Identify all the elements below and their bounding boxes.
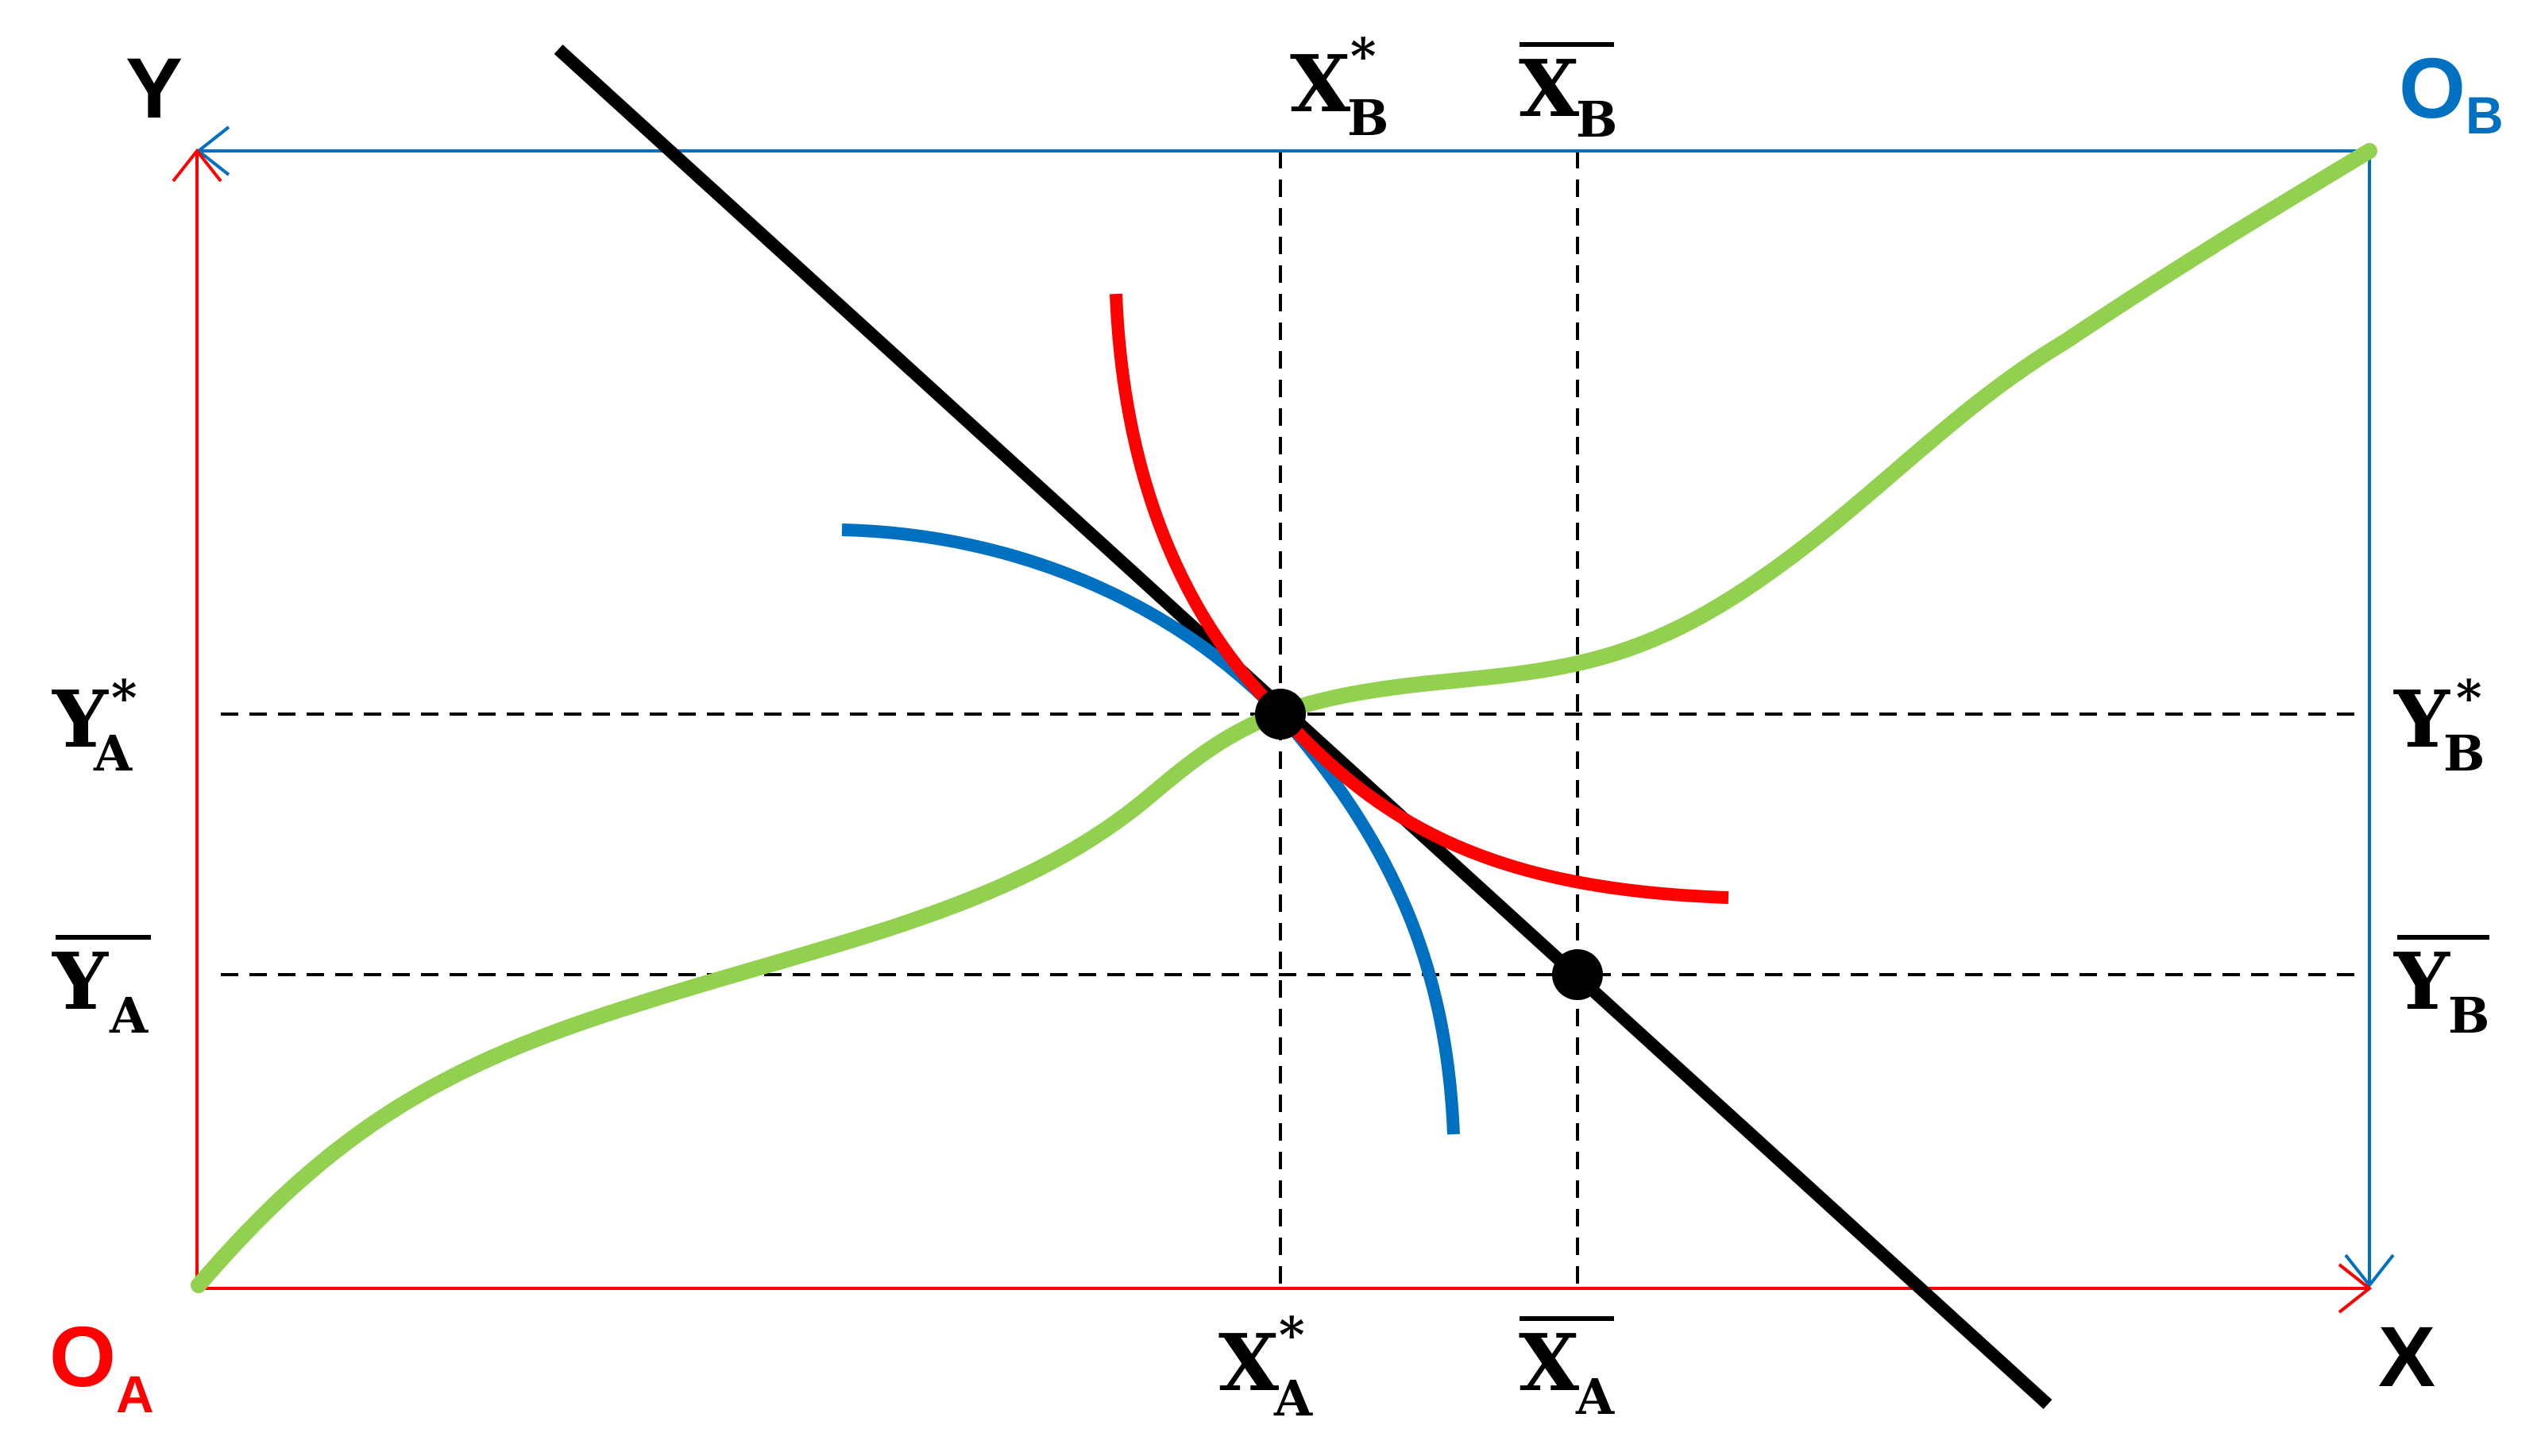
svg-text:B: B bbox=[2448, 987, 2489, 1045]
person-b-y-arrowhead bbox=[2344, 1253, 2395, 1288]
indifference-curve-a bbox=[1110, 293, 1729, 904]
person-a-x-arrowhead bbox=[2338, 1263, 2373, 1314]
ya-bar-label: Y A bbox=[52, 935, 151, 1045]
svg-text:X: X bbox=[1218, 1318, 1279, 1409]
svg-text:A: A bbox=[116, 1365, 154, 1423]
ya-star-label: Y A * bbox=[52, 669, 137, 782]
svg-text:B: B bbox=[1347, 89, 1388, 147]
indifference-curve-b bbox=[841, 523, 1460, 1135]
svg-text:A: A bbox=[1273, 1369, 1313, 1427]
svg-text:X: X bbox=[1290, 39, 1350, 130]
svg-text:B: B bbox=[2443, 724, 2485, 782]
svg-text:A: A bbox=[109, 987, 149, 1045]
svg-text:A: A bbox=[1575, 1368, 1615, 1426]
x-axis-label: X bbox=[2378, 1308, 2435, 1404]
xa-star-label: X A * bbox=[1218, 1306, 1313, 1427]
contract-curve bbox=[191, 143, 2377, 1293]
person-a-y-arrowhead bbox=[172, 148, 222, 183]
svg-text:X: X bbox=[1519, 44, 1579, 135]
svg-text:O: O bbox=[49, 1308, 116, 1404]
person-a-axes bbox=[172, 148, 2373, 1314]
svg-text:Y: Y bbox=[52, 937, 109, 1028]
svg-text:A: A bbox=[93, 724, 133, 782]
svg-text:*: * bbox=[1350, 27, 1376, 85]
svg-text:Y: Y bbox=[2393, 674, 2450, 766]
svg-text:*: * bbox=[111, 669, 137, 727]
equilibrium-point bbox=[1255, 689, 1306, 740]
svg-text:B: B bbox=[1576, 91, 1617, 149]
xb-bar-label: X B bbox=[1519, 42, 1617, 149]
svg-text:Y: Y bbox=[2393, 937, 2450, 1028]
budget-line bbox=[554, 44, 2052, 1409]
y-axis-label: Y bbox=[126, 40, 183, 136]
svg-text:X: X bbox=[1519, 1318, 1579, 1409]
xb-star-label: X B * bbox=[1290, 27, 1388, 147]
svg-text:O: O bbox=[2399, 40, 2466, 136]
svg-text:Y: Y bbox=[52, 674, 109, 766]
svg-text:*: * bbox=[1279, 1306, 1304, 1364]
origin-b-label: O B bbox=[2399, 40, 2504, 145]
xa-bar-label: X A bbox=[1519, 1316, 1615, 1426]
endowment-point bbox=[1552, 949, 1603, 1000]
origin-a-label: O A bbox=[49, 1308, 154, 1423]
yb-bar-label: Y B bbox=[2393, 935, 2489, 1045]
svg-text:B: B bbox=[2466, 86, 2504, 145]
yb-star-label: Y B * bbox=[2393, 669, 2485, 782]
svg-text:*: * bbox=[2456, 669, 2481, 727]
